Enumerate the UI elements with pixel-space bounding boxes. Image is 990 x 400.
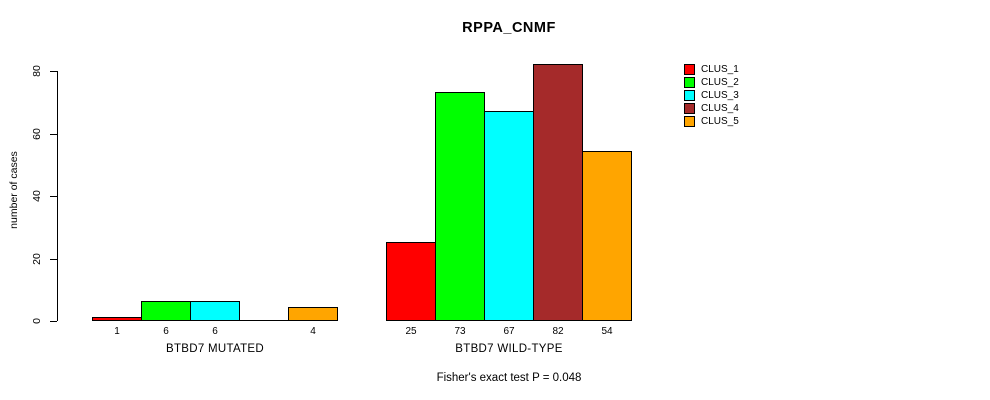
- y-tick-mark: [50, 321, 57, 322]
- legend-label: CLUS_1: [701, 64, 739, 75]
- y-tick-label: 0: [31, 318, 43, 324]
- bar-value-label: 6: [163, 326, 169, 337]
- bar-value-label: 4: [310, 326, 316, 337]
- bar-clus_2-wild-type: [435, 92, 485, 321]
- legend-item-clus_1: CLUS_1: [684, 64, 739, 75]
- category-label: BTBD7 WILD-TYPE: [455, 343, 563, 355]
- y-tick-mark: [50, 134, 57, 135]
- y-tick-mark: [50, 259, 57, 260]
- bar-clus_5-wild-type: [582, 151, 632, 321]
- legend-label: CLUS_4: [701, 103, 739, 114]
- bar-clus_5-mutated: [288, 307, 338, 321]
- fisher-test-annotation: Fisher's exact test P = 0.048: [436, 372, 582, 384]
- bar-clus_3-wild-type: [484, 111, 534, 321]
- bar-clus_3-mutated: [190, 301, 240, 321]
- bar-clus_1-wild-type: [386, 242, 436, 321]
- y-tick-label: 80: [31, 65, 43, 77]
- legend-item-clus_2: CLUS_2: [684, 77, 739, 88]
- legend-item-clus_3: CLUS_3: [684, 90, 739, 101]
- chart-title: RPPA_CNMF: [462, 20, 556, 36]
- legend-item-clus_4: CLUS_4: [684, 103, 739, 114]
- y-tick-label: 60: [31, 128, 43, 140]
- bar-value-label: 67: [503, 326, 515, 337]
- y-tick-mark: [50, 196, 57, 197]
- legend-label: CLUS_2: [701, 77, 739, 88]
- bar-value-label: 73: [454, 326, 466, 337]
- category-label: BTBD7 MUTATED: [165, 343, 265, 355]
- bar-value-label: 82: [552, 326, 564, 337]
- legend-label: CLUS_5: [701, 116, 739, 127]
- bar-value-label: 54: [601, 326, 613, 337]
- y-tick-mark: [50, 71, 57, 72]
- bar-clus_1-mutated: [92, 317, 142, 321]
- y-axis-label: number of cases: [8, 151, 20, 229]
- legend-swatch-icon: [684, 64, 695, 75]
- bar-value-label: 25: [405, 326, 417, 337]
- bar-clus_2-mutated: [141, 301, 191, 321]
- bar-value-label: 1: [114, 326, 120, 337]
- y-tick-label: 20: [31, 253, 43, 265]
- legend-swatch-icon: [684, 116, 695, 127]
- legend-item-clus_5: CLUS_5: [684, 116, 739, 127]
- bar-value-label: 6: [212, 326, 218, 337]
- y-tick-label: 40: [31, 190, 43, 202]
- legend-swatch-icon: [684, 103, 695, 114]
- legend-label: CLUS_3: [701, 90, 739, 101]
- legend-swatch-icon: [684, 90, 695, 101]
- bar-clus_4-wild-type: [533, 64, 583, 321]
- legend-swatch-icon: [684, 77, 695, 88]
- y-axis-line: [57, 71, 58, 321]
